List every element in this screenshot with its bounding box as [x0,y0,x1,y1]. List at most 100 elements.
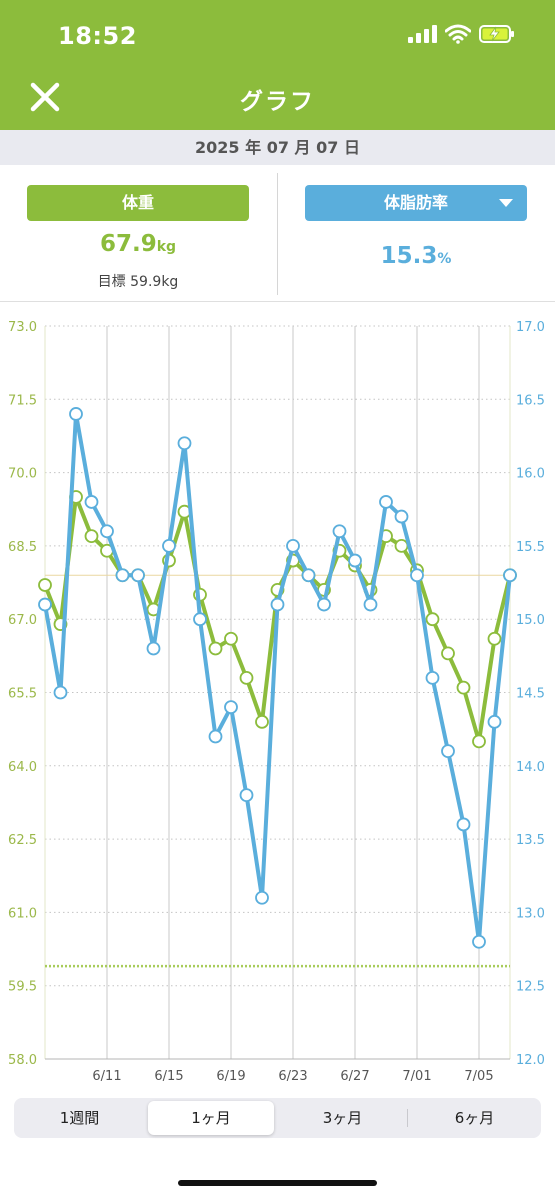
weight-series-point [394,538,409,553]
x-tick-label: 7/05 [464,1069,493,1084]
signal-icon [408,25,437,43]
body-fat-series-point [100,524,114,539]
body-fat-series-line [43,412,512,944]
body-fat-series-point [193,612,207,627]
x-tick-label: 6/27 [340,1069,369,1084]
tab-1-week[interactable]: 1週間 [59,1109,100,1127]
body-fat-series-point [177,436,192,451]
body-fat-series-point [363,597,378,612]
period-selector: 1週間 1ヶ月 3ヶ月 6ヶ月 [14,1098,541,1138]
y-right-tick-label: 12.0 [516,1053,545,1068]
weight-series-point [239,670,254,685]
body-fat-series-point [38,597,52,612]
weight-target: 目標 59.9kg [27,271,249,291]
body-fat-series-point [425,670,440,685]
body-fat-series-point [84,495,99,509]
close-icon [30,82,60,112]
weight-series-point [208,641,223,656]
weight-series-point [441,646,455,661]
body-fat-value: 15.3 [380,243,438,269]
body-fat-series-point [456,817,471,832]
body-fat-series-point [472,934,486,949]
target-label: 目標 [97,274,126,290]
tab-separator [407,1109,408,1127]
y-left-tick-label: 62.5 [8,833,37,848]
home-indicator [178,1180,377,1186]
y-right-tick-label: 17.0 [516,320,545,335]
body-fat-series-point [487,714,502,729]
y-left-tick-label: 70.0 [8,467,37,482]
y-right-tick-label: 16.5 [516,393,545,408]
header: 18:52 [0,0,555,130]
body-fat-series-point [115,568,130,583]
body-fat-series-point [348,553,362,568]
body-fat-dropdown[interactable]: 体脂肪率 [305,185,527,221]
x-tick-label: 6/15 [154,1069,183,1084]
weight-tab-label: 体重 [121,193,154,212]
y-left-tick-label: 68.5 [8,540,37,555]
y-right-tick-label: 14.5 [516,687,545,702]
summary-panel: 体重 67.9kg 目標 59.9kg 体脂肪率 15.3% [0,165,555,302]
body-fat-series-point [286,538,300,553]
chevron-down-icon [499,199,513,207]
y-left-tick-label: 61.0 [8,906,37,921]
weight-series-point [38,578,52,592]
y-right-tick-label: 13.5 [516,833,545,848]
wifi-icon [445,24,471,44]
body-fat-series-point [394,509,409,524]
y-right-tick-label: 13.0 [516,906,545,921]
weight-tab-button[interactable]: 体重 [27,185,249,221]
weight-value-display: 67.9kg [27,231,249,257]
weight-series-point [456,680,471,695]
body-fat-value-display: 15.3% [305,243,527,269]
body-fat-series-point [53,685,68,700]
body-fat-series-point [503,568,517,583]
weight-series-point [487,631,502,646]
body-fat-series-point [379,495,393,509]
body-fat-series-point [317,597,331,612]
body-fat-series-point [301,568,316,583]
y-left-tick-label: 64.0 [8,760,37,775]
status-time: 18:52 [58,22,137,50]
y-right-tick-label: 16.0 [516,467,545,482]
body-fat-series-point [146,641,161,656]
body-fat-series-point [239,788,254,803]
body-fat-series-point [162,538,176,553]
date-label: 2025 年 07 月 07 日 [0,130,555,165]
weight-series-point [425,612,440,627]
body-fat-label: 体脂肪率 [383,193,448,212]
x-tick-label: 6/23 [278,1069,307,1084]
body-fat-series-point [270,597,285,612]
weight-series-point [255,714,269,729]
x-tick-label: 7/01 [402,1069,431,1084]
target-value: 59.9kg [130,274,179,290]
body-fat-series-point [208,729,223,744]
close-button[interactable] [28,80,62,114]
tab-6-months[interactable]: 6ヶ月 [454,1109,495,1127]
weight-series-point [472,734,486,749]
body-fat-series-point [332,524,347,539]
y-left-tick-label: 73.0 [8,320,37,335]
weight-value: 67.9 [99,231,157,257]
y-left-tick-label: 58.0 [8,1053,37,1068]
body-fat-series-point [69,407,83,421]
body-fat-series-point [441,744,455,759]
tab-1-month[interactable]: 1ヶ月 [148,1101,274,1135]
weight-unit: kg [156,239,177,255]
y-left-tick-label: 59.5 [8,980,37,995]
summary-divider [277,173,278,295]
body-fat-series-point [410,568,424,583]
page-title: グラフ [240,89,315,115]
weight-series-point [84,529,99,544]
body-fat-series-point [131,568,145,583]
tab-3-months[interactable]: 3ヶ月 [322,1109,363,1127]
x-tick-label: 6/11 [92,1069,121,1084]
battery-charging-icon [479,25,514,43]
y-right-tick-label: 15.5 [516,540,545,555]
y-left-tick-label: 71.5 [8,393,37,408]
y-right-tick-label: 14.0 [516,760,545,775]
body-fat-series-point [255,890,269,905]
y-left-tick-label: 65.5 [8,687,37,702]
body-fat-series-point [224,700,238,715]
